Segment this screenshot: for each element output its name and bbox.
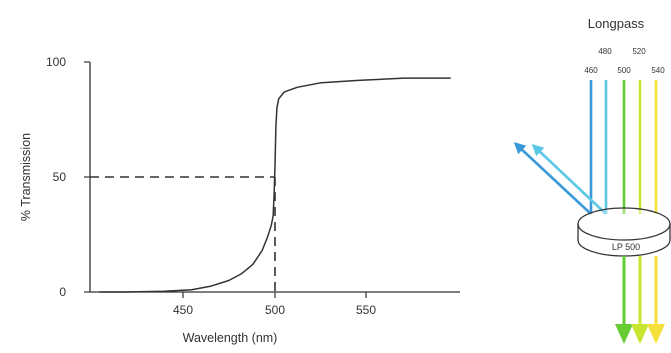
y-tick-label-0: 0 — [59, 285, 66, 299]
filter-label: LP 500 — [612, 242, 640, 252]
x-tick-label-500: 500 — [265, 303, 285, 317]
transmission-chart: 0 50 100 450 500 550 Wavelength (nm) % T… — [19, 55, 460, 345]
beam-label-500: 500 — [617, 66, 631, 75]
transmission-curve — [99, 77, 451, 293]
beam-label-480: 480 — [598, 47, 612, 56]
diagram-title: Longpass — [588, 16, 645, 31]
beam-label-520: 520 — [632, 47, 646, 56]
x-axis-label: Wavelength (nm) — [183, 331, 278, 345]
reflected-beam-460 — [513, 80, 593, 215]
transmitted-beam-540 — [647, 256, 665, 344]
reflected-beam-480 — [531, 80, 608, 215]
x-tick-label-450: 450 — [173, 303, 193, 317]
transmitted-beam-520 — [631, 256, 649, 344]
beam-label-540: 540 — [651, 66, 665, 75]
longpass-diagram: Longpass 460 480 500 520 540 LP 500 — [513, 16, 671, 344]
y-tick-label-100: 100 — [46, 55, 66, 69]
y-axis-label: % Transmission — [19, 133, 33, 221]
transmitted-beam-500 — [615, 256, 633, 344]
y-tick-label-50: 50 — [53, 170, 67, 184]
lp-filter: LP 500 — [577, 207, 671, 257]
x-tick-label-550: 550 — [356, 303, 376, 317]
beam-label-460: 460 — [584, 66, 598, 75]
